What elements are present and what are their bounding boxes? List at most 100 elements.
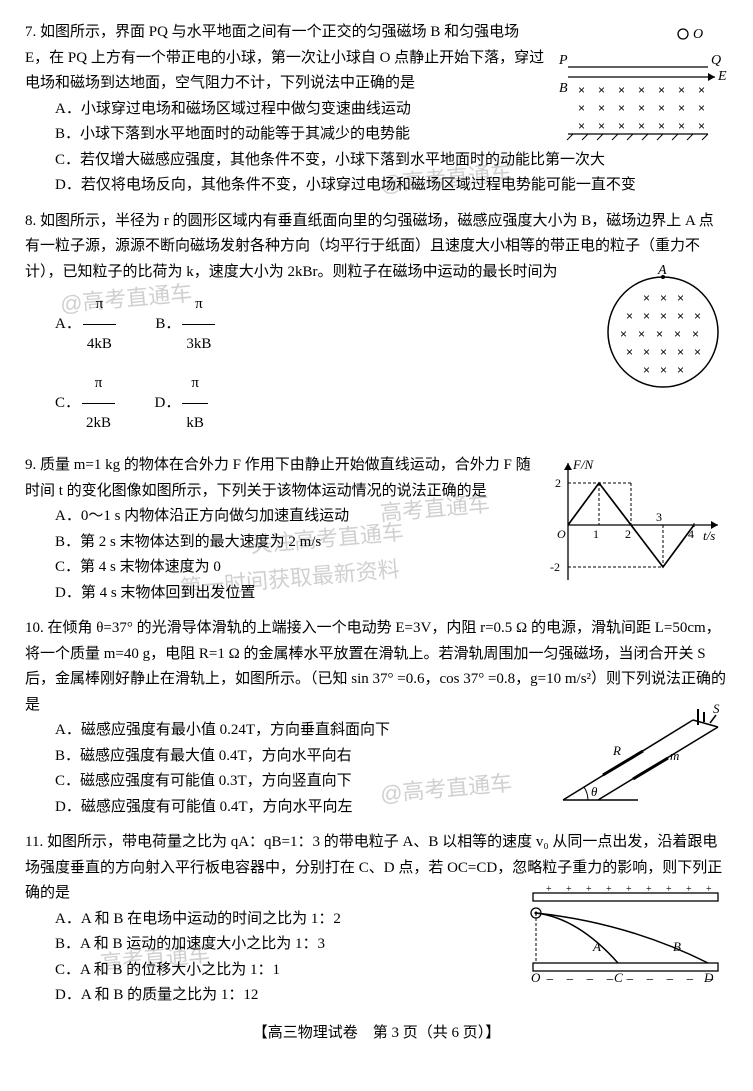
svg-text:×: ×: [698, 83, 705, 97]
q10-number: 10.: [25, 620, 44, 636]
svg-text:×: ×: [660, 345, 667, 359]
svg-text:×: ×: [677, 345, 684, 359]
svg-text:O: O: [531, 970, 541, 985]
svg-text:×: ×: [638, 83, 645, 97]
ylabel: F/N: [572, 457, 595, 472]
q9-number: 9.: [25, 457, 36, 473]
svg-text:×: ×: [638, 101, 645, 115]
svg-text:×: ×: [658, 83, 665, 97]
figure-q9: F/N t/s 2 -2 O 1 2 3 4: [543, 455, 728, 590]
svg-text:−: −: [646, 973, 654, 988]
label-P: P: [558, 53, 568, 68]
q7-option-C: C．若仅增大磁感应强度，其他条件不变，小球下落到水平地面时的动能比第一次大: [55, 148, 728, 174]
page-footer: 【高三物理试卷 第 3 页（共 6 页）】: [25, 1021, 728, 1047]
q8-option-A: A．π4kB: [55, 285, 118, 364]
svg-text:×: ×: [643, 363, 650, 377]
svg-text:+: +: [646, 884, 652, 895]
svg-text:×: ×: [677, 363, 684, 377]
question-9: F/N t/s 2 -2 O 1 2 3 4 9. 质量 m=1 kg 的物体在…: [25, 453, 728, 606]
question-7: O P Q E B ××××××× ××××××× ××××××× 7. 如图所…: [25, 20, 728, 199]
svg-text:C: C: [614, 970, 623, 985]
q11-number: 11.: [25, 834, 43, 850]
svg-text:×: ×: [674, 327, 681, 341]
svg-text:2: 2: [625, 527, 631, 541]
svg-text:−: −: [586, 973, 594, 988]
figure-q11: +++++++++ −−−−−−−−− A B O C D: [518, 883, 728, 988]
svg-text:×: ×: [692, 327, 699, 341]
svg-text:+: +: [686, 884, 692, 895]
figure-q7: O P Q E B ××××××× ××××××× ×××××××: [553, 22, 728, 142]
question-11: 11. 如图所示，带电荷量之比为 qA：qB=1：3 的带电粒子 A、B 以相等…: [25, 830, 728, 1009]
svg-text:θ: θ: [591, 784, 598, 799]
svg-text:×: ×: [643, 345, 650, 359]
svg-text:+: +: [666, 884, 672, 895]
xlabel: t/s: [703, 528, 715, 543]
svg-text:2: 2: [555, 476, 561, 490]
label-E: E: [717, 69, 727, 84]
q8-option-D: D．πkB: [155, 364, 210, 443]
svg-text:×: ×: [643, 309, 650, 323]
svg-text:×: ×: [658, 119, 665, 133]
svg-text:×: ×: [578, 101, 585, 115]
q8-option-C: C．π2kB: [55, 364, 117, 443]
question-10: 10. 在倾角 θ=37° 的光滑导体滑轨的上端接入一个电动势 E=3V，内阻 …: [25, 616, 728, 820]
svg-text:×: ×: [626, 309, 633, 323]
label-Q: Q: [711, 53, 721, 68]
svg-text:×: ×: [694, 309, 701, 323]
svg-text:m: m: [670, 748, 679, 763]
svg-text:−: −: [626, 973, 634, 988]
svg-text:×: ×: [626, 345, 633, 359]
q8-number: 8.: [25, 213, 36, 229]
svg-text:+: +: [706, 884, 712, 895]
svg-text:−: −: [666, 973, 674, 988]
label-B: B: [559, 81, 568, 96]
svg-text:O: O: [557, 527, 566, 541]
svg-text:×: ×: [678, 101, 685, 115]
label-O: O: [693, 27, 703, 42]
svg-text:-2: -2: [550, 560, 560, 574]
svg-text:×: ×: [660, 291, 667, 305]
svg-text:×: ×: [620, 327, 627, 341]
svg-text:×: ×: [638, 327, 645, 341]
svg-text:×: ×: [698, 119, 705, 133]
svg-text:B: B: [673, 939, 681, 954]
svg-text:−: −: [686, 973, 694, 988]
svg-text:×: ×: [656, 327, 663, 341]
svg-text:−: −: [566, 973, 574, 988]
svg-text:×: ×: [677, 291, 684, 305]
svg-text:×: ×: [658, 101, 665, 115]
svg-text:+: +: [546, 884, 552, 895]
svg-text:1: 1: [593, 527, 599, 541]
q7-option-D: D．若仅将电场反向，其他条件不变，小球穿过电场和磁场区域过程电势能可能一直不变: [55, 173, 728, 199]
svg-text:×: ×: [678, 119, 685, 133]
svg-text:×: ×: [660, 363, 667, 377]
svg-text:×: ×: [678, 83, 685, 97]
svg-text:S: S: [713, 701, 720, 716]
svg-text:−: −: [606, 973, 614, 988]
svg-text:×: ×: [694, 345, 701, 359]
svg-text:+: +: [626, 884, 632, 895]
q9-text: 质量 m=1 kg 的物体在合外力 F 作用下由静止开始做直线运动，合外力 F …: [25, 457, 531, 499]
svg-text:D: D: [703, 970, 714, 985]
svg-text:×: ×: [698, 101, 705, 115]
svg-text:+: +: [566, 884, 572, 895]
q7-number: 7.: [25, 24, 36, 40]
q8-option-B: B．π3kB: [155, 285, 217, 364]
svg-text:+: +: [606, 884, 612, 895]
svg-text:−: −: [546, 973, 554, 988]
svg-text:×: ×: [638, 119, 645, 133]
svg-text:R: R: [612, 743, 621, 758]
svg-text:A: A: [592, 939, 601, 954]
question-8: 8. 如图所示，半径为 r 的圆形区域内有垂直纸面向里的匀强磁场，磁感应强度大小…: [25, 209, 728, 444]
svg-text:×: ×: [618, 101, 625, 115]
svg-text:×: ×: [618, 119, 625, 133]
figure-q8: A ××× ××××× ××××× ××××× ×××: [598, 262, 728, 392]
svg-text:×: ×: [598, 83, 605, 97]
q7-text: 如图所示，界面 PQ 与水平地面之间有一个正交的匀强磁场 B 和匀强电场 E，在…: [25, 24, 544, 91]
svg-text:×: ×: [643, 291, 650, 305]
svg-text:+: +: [586, 884, 592, 895]
figure-q10: θ S R m: [538, 695, 728, 815]
svg-text:×: ×: [578, 119, 585, 133]
svg-text:×: ×: [660, 309, 667, 323]
svg-text:×: ×: [677, 309, 684, 323]
